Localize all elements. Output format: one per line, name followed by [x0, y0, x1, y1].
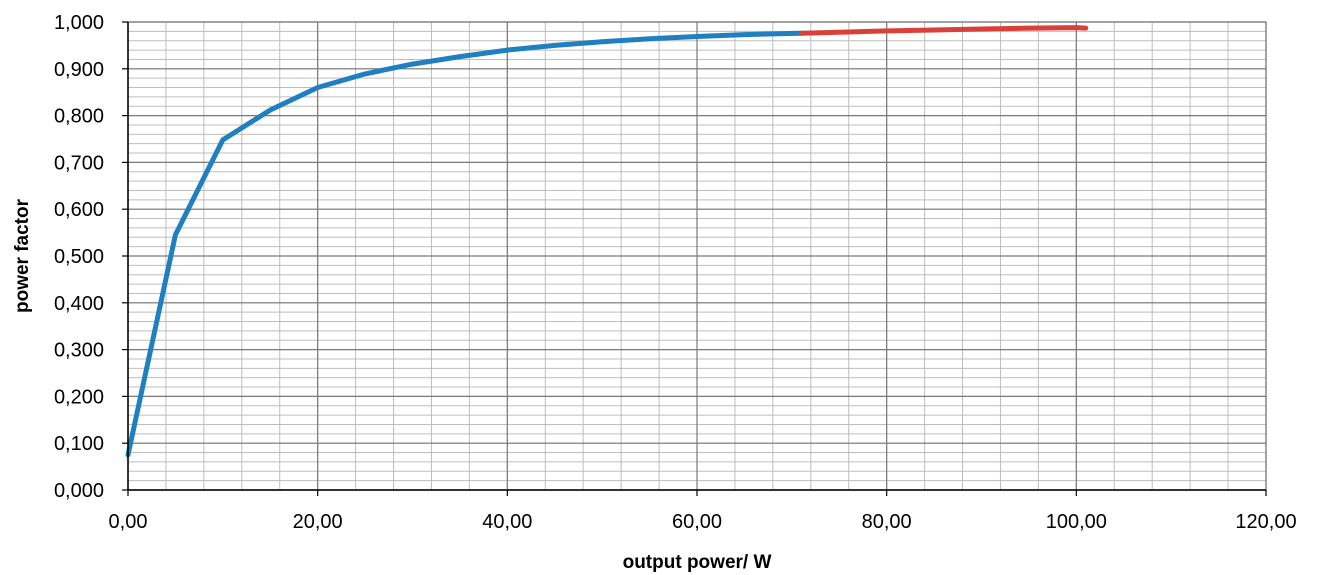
axes-layer	[122, 21, 1267, 496]
y-tick-label: 1,000	[54, 12, 104, 34]
x-tick-label: 0,00	[109, 511, 148, 533]
y-tick-label: 0,500	[54, 246, 104, 268]
x-tick-label: 100,00	[1046, 511, 1107, 533]
x-tick-label: 60,00	[672, 511, 722, 533]
x-tick-label: 40,00	[482, 511, 532, 533]
y-tick-label: 0,800	[54, 106, 104, 128]
y-tick-label: 0,600	[54, 199, 104, 221]
y-tick-label: 0,400	[54, 293, 104, 315]
series-line-2	[798, 25, 1089, 36]
y-tick-label: 0,700	[54, 152, 104, 174]
series-line-1	[125, 30, 804, 458]
x-axis-title: output power/ W	[623, 552, 772, 573]
x-tick-label: 20,00	[293, 511, 343, 533]
major-grid	[127, 21, 1267, 491]
y-tick-label: 0,200	[54, 386, 104, 408]
x-tick-label: 80,00	[862, 511, 912, 533]
x-tick-label: 120,00	[1235, 511, 1296, 533]
y-tick-label: 0,300	[54, 340, 104, 362]
y-tick-label: 0,000	[54, 480, 104, 502]
series-layer	[125, 25, 1089, 458]
y-tick-label: 0,900	[54, 59, 104, 81]
y-tick-label: 0,100	[54, 433, 104, 455]
tick-labels: 0,00 20,00 40,00 60,00 80,00 100,00 120,00 0,00…	[54, 12, 1297, 533]
y-axis-title: power factor	[12, 198, 33, 313]
